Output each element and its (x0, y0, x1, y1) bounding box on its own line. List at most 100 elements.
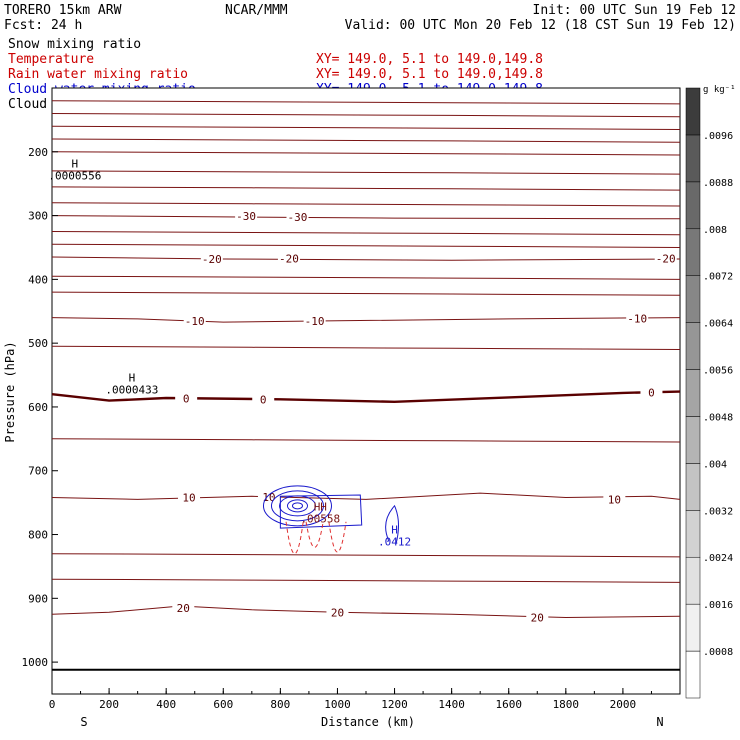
x-tick-label: 1800 (553, 698, 580, 711)
contour-label: 0 (260, 393, 267, 406)
contour-label: 20 (331, 606, 344, 619)
x-tick-label: 1600 (495, 698, 522, 711)
y-tick-label: 800 (28, 529, 48, 542)
contour-label: 10 (262, 491, 275, 504)
isotherm-line (51, 186, 681, 191)
x-tick-label: 1200 (381, 698, 408, 711)
x-tick-label: 0 (49, 698, 56, 711)
model-title: TORERO 15km ARW (4, 3, 122, 18)
contour-label-bg (654, 252, 677, 265)
contour-label: 0 (183, 393, 190, 406)
colorbar-tick-label: .0088 (703, 178, 733, 189)
contour-label-bg (526, 611, 549, 624)
isotherm-line (51, 243, 681, 248)
contour-label-bg (257, 490, 280, 503)
colorbar-tick-label: .008 (703, 225, 727, 236)
colorbar-tick-label: .0096 (703, 131, 733, 142)
isotherm-line (51, 345, 681, 350)
contour-label: 0 (648, 386, 655, 399)
contour-label: -20 (202, 253, 222, 266)
colorbar-swatch (685, 650, 701, 699)
contour-label: -30 (236, 210, 256, 223)
isotherm-line (51, 317, 681, 323)
contour-label-bg (326, 606, 349, 619)
cloud-water-contour (270, 490, 324, 522)
isotherm-line (51, 151, 681, 156)
north-label: N (656, 715, 663, 729)
colorbar: .0008 .0016 .0024 .0032 .004 .0048 .0056 .0064.… (685, 85, 736, 699)
contour-label-bg (178, 491, 201, 504)
field-name: Temperature (8, 52, 94, 67)
contour-label: 20 (177, 602, 190, 615)
colorbar-tick-label: .0072 (703, 272, 733, 283)
colorbar-swatch (685, 228, 701, 276)
field-xy: XY= 149.0, 5.1 to 149.0,149.8 (316, 52, 543, 67)
contour-label: 10 (608, 493, 621, 506)
rain-water-contour (328, 521, 347, 553)
isotherm-line (51, 113, 681, 118)
center-title: NCAR/MMM (225, 3, 288, 18)
contour-label-bg (252, 393, 275, 406)
extremum-letter: H (391, 523, 398, 536)
cloud-water-contour (385, 504, 399, 545)
extremum-value: .0412 (378, 535, 411, 548)
isotherm-line (51, 202, 681, 207)
colorbar-swatch (685, 416, 701, 464)
colorbar-tick-label: .0008 (703, 647, 733, 658)
colorbar-tick-label: .0056 (703, 366, 733, 377)
contour-label-bg (277, 252, 300, 265)
colorbar-swatch (685, 369, 701, 417)
field-name: Rain water mixing ratio (8, 67, 188, 82)
isotherm-line (51, 100, 681, 105)
y-tick-label: 1000 (22, 656, 49, 669)
plot-frame (51, 87, 681, 695)
contour-label-bg (640, 386, 663, 399)
axes: 0 200 400 600 800 1000 1200 1400 1600 1800 2000200… (22, 146, 681, 711)
contour-label-bg (175, 392, 198, 405)
contour-label-bg (603, 493, 626, 506)
colorbar-swatch (685, 87, 701, 136)
colorbar-tick-label: .0064 (703, 319, 733, 330)
contour-label: 10 (182, 492, 195, 505)
x-tick-label: 1400 (438, 698, 465, 711)
contour-label: -20 (279, 252, 299, 265)
extremum-letter: H (129, 371, 136, 384)
x-tick-label: 400 (156, 698, 176, 711)
south-label: S (80, 715, 87, 729)
isotherm-line (51, 390, 681, 404)
cloud-water-contour (286, 499, 308, 513)
colorbar-swatch (685, 463, 701, 511)
y-tick-label: 500 (28, 337, 48, 350)
isotherm-line (51, 275, 681, 280)
y-tick-label: 200 (28, 146, 48, 159)
colorbar-unit: g kg⁻¹ (703, 85, 736, 95)
isotherm-line (51, 138, 681, 143)
x-tick-label: 600 (213, 698, 233, 711)
x-tick-label: 800 (270, 698, 290, 711)
contour-label-bg (626, 312, 649, 325)
isotherm-line (51, 553, 681, 558)
contour-label: -10 (305, 315, 325, 328)
forecast-hour: Fcst: 24 h (4, 18, 82, 33)
extremum-value: .0000433 (105, 383, 158, 396)
extremum-letter: H (72, 158, 79, 171)
colorbar-tick-label: .0016 (703, 600, 733, 611)
contour-label: -10 (185, 315, 205, 328)
x-axis-label: Distance (km) (321, 715, 415, 729)
colorbar-swatch (685, 134, 701, 183)
init-time: Init: 00 UTC Sun 19 Feb 12 (533, 3, 737, 18)
isotherm-line (51, 231, 681, 236)
isotherm-line (51, 291, 681, 296)
colorbar-swatch (685, 510, 701, 558)
y-tick-label: 300 (28, 210, 48, 223)
y-tick-label: 600 (28, 401, 48, 414)
contour-label-bg (183, 314, 206, 327)
isotherm-line (51, 125, 681, 130)
contour-label-bg (286, 210, 309, 223)
colorbar-tick-label: .0032 (703, 506, 733, 517)
y-tick-label: 400 (28, 273, 48, 286)
contour-label: -30 (288, 211, 308, 224)
x-tick-label: 2000 (610, 698, 637, 711)
colorbar-tick-label: .004 (703, 459, 727, 470)
